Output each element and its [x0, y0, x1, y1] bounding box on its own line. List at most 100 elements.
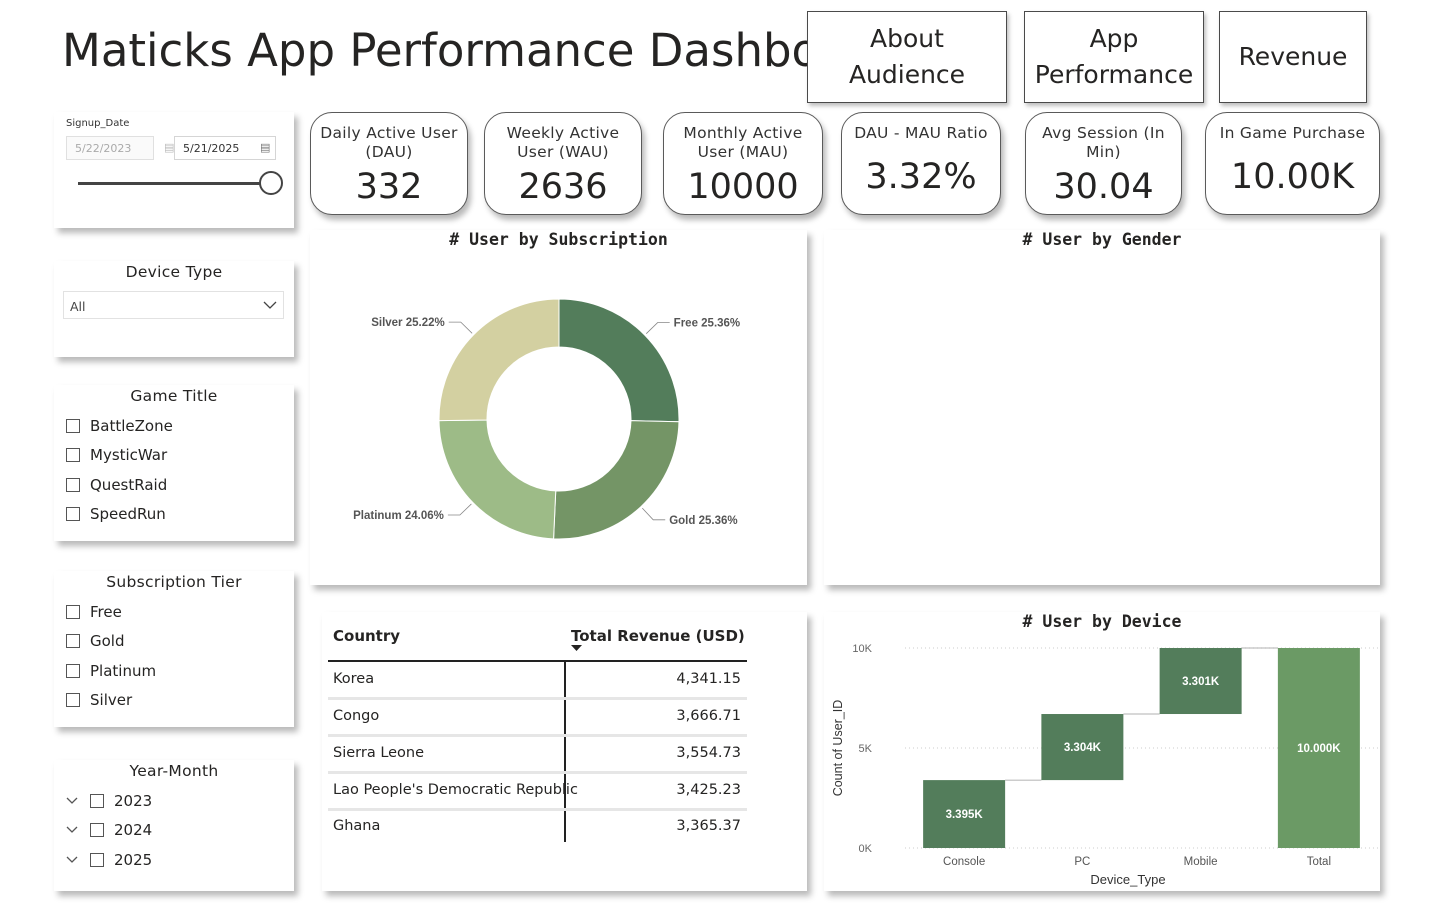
leader-line [448, 321, 473, 334]
slice-silver [438, 298, 560, 422]
option-label: 2023 [114, 792, 153, 810]
subscription-option-free[interactable]: Free [66, 603, 122, 621]
subscription-option-silver[interactable]: Silver [66, 691, 132, 709]
checkbox[interactable] [90, 794, 104, 808]
checkbox[interactable] [90, 823, 104, 837]
kpi-card-in-game-purchase: In Game Purchase 10.00K [1205, 112, 1380, 215]
kpi-label: Weekly Active User (WAU) [506, 124, 620, 161]
end-date-input[interactable]: 5/21/2025 ▤ [174, 136, 276, 160]
x-tick-label: PC [1074, 856, 1090, 868]
game-title-option-mysticwar[interactable]: MysticWar [66, 446, 167, 464]
subscription-option-gold[interactable]: Gold [66, 632, 125, 650]
kpi-value: 10.00K [1230, 157, 1355, 197]
checkbox[interactable] [66, 507, 80, 521]
signup-date-slicer: Signup_Date 5/22/2023 ▤ 5/21/2025 ▤ [54, 112, 294, 228]
page-title: Maticks App Performance Dashboard [62, 24, 893, 77]
checkbox[interactable] [66, 448, 80, 462]
range-slider-handle[interactable] [259, 171, 283, 195]
chevron-down-icon [263, 301, 277, 309]
game-title-option-questraid[interactable]: QuestRaid [66, 476, 167, 494]
y-tick-label: 5K [859, 743, 873, 755]
kpi-value: 3.32% [865, 157, 977, 197]
subscription-option-platinum[interactable]: Platinum [66, 662, 156, 680]
kpi-value: 332 [355, 167, 423, 207]
country-cell: Sierra Leone [333, 745, 425, 761]
y-tick-label: 0K [859, 843, 873, 855]
checkbox[interactable] [90, 853, 104, 867]
data-label: 3.304K [1064, 742, 1102, 754]
table-row[interactable]: Ghana 3,365.37 [328, 809, 747, 843]
game-title-option-battlezone[interactable]: BattleZone [66, 417, 173, 435]
leader-line [641, 507, 666, 521]
option-label: SpeedRun [90, 505, 166, 523]
checkbox[interactable] [66, 478, 80, 492]
revenue-cell: 3,554.73 [676, 745, 741, 761]
bar-console [923, 780, 1006, 848]
checkbox[interactable] [66, 664, 80, 678]
row-separator [328, 771, 747, 774]
app-performance-button[interactable]: App Performance [1024, 11, 1204, 103]
chevron-down-icon[interactable] [66, 856, 78, 864]
leader-line [645, 322, 670, 335]
device-type-dropdown[interactable]: All [63, 291, 284, 319]
option-label: Free [90, 603, 122, 621]
data-label: 3.395K [946, 809, 984, 821]
option-label: Platinum [90, 662, 157, 680]
table-column-divider [564, 662, 566, 842]
about-audience-button[interactable]: About Audience [807, 11, 1007, 103]
year-option-2025[interactable]: 2025 [66, 851, 152, 869]
checkbox[interactable] [66, 605, 80, 619]
start-date-value: 5/22/2023 [75, 142, 132, 155]
device-type-slicer: Device Type All [54, 261, 294, 357]
chevron-down-icon[interactable] [66, 797, 78, 805]
kpi-card-wau: Weekly Active User (WAU) 2636 [484, 112, 642, 215]
kpi-card-dau: Daily Active User (DAU) 332 [310, 112, 468, 215]
chart-title: # User by Gender [1022, 230, 1182, 249]
game-title-slicer: Game Title BattleZone MysticWar QuestRai… [54, 385, 294, 541]
country-cell: Congo [333, 708, 380, 724]
kpi-value: 30.04 [1053, 167, 1154, 207]
year-option-2023[interactable]: 2023 [66, 792, 152, 810]
table-row[interactable]: Lao People's Democratic Republic 3,425.23 [328, 773, 747, 807]
sort-descending-icon[interactable] [571, 645, 583, 653]
start-date-input[interactable]: 5/22/2023 ▤ [66, 136, 174, 160]
x-axis-label: Device_Type [1090, 872, 1165, 887]
data-label: Platinum 24.06% [353, 510, 444, 522]
game-title-option-speedrun[interactable]: SpeedRun [66, 505, 166, 523]
kpi-label: Monthly Active User (MAU) [683, 124, 803, 161]
end-date-value: 5/21/2025 [183, 142, 240, 155]
subscription-tier-slicer: Subscription Tier Free Gold Platinum Sil… [54, 571, 294, 727]
slicer-title: Year-Month [129, 762, 219, 780]
option-label: QuestRaid [90, 476, 168, 494]
table-header-country[interactable]: Country [333, 627, 401, 645]
x-tick-label: Total [1307, 856, 1331, 868]
country-cell: Lao People's Democratic Republic [333, 782, 578, 798]
checkbox[interactable] [66, 419, 80, 433]
calendar-icon[interactable]: ▤ [164, 141, 175, 154]
option-label: 2025 [114, 851, 153, 869]
date-range-track[interactable] [78, 182, 268, 185]
slicer-title: Subscription Tier [106, 573, 242, 591]
checkbox[interactable] [66, 634, 80, 648]
kpi-card-mau: Monthly Active User (MAU) 10000 [663, 112, 823, 215]
table-header-revenue[interactable]: Total Revenue (USD) [571, 627, 745, 645]
option-label: BattleZone [90, 417, 173, 435]
country-cell: Ghana [333, 818, 381, 834]
table-row[interactable]: Sierra Leone 3,554.73 [328, 736, 747, 770]
kpi-label: DAU - MAU Ratio [854, 124, 988, 142]
table-row[interactable]: Congo 3,666.71 [328, 699, 747, 733]
table-row[interactable]: Korea 4,341.15 [328, 662, 747, 696]
year-option-2024[interactable]: 2024 [66, 821, 152, 839]
x-tick-label: Console [943, 856, 985, 868]
calendar-icon[interactable]: ▤ [260, 141, 271, 154]
y-axis-label: Count of User_ID [831, 700, 845, 797]
x-tick-label: Mobile [1184, 856, 1218, 868]
bar-total [1277, 648, 1360, 848]
revenue-button[interactable]: Revenue [1219, 11, 1367, 103]
chevron-down-icon[interactable] [66, 826, 78, 834]
option-label: Gold [90, 632, 125, 650]
row-separator [328, 697, 747, 700]
data-label: Gold 25.36% [669, 515, 737, 527]
checkbox[interactable] [66, 693, 80, 707]
